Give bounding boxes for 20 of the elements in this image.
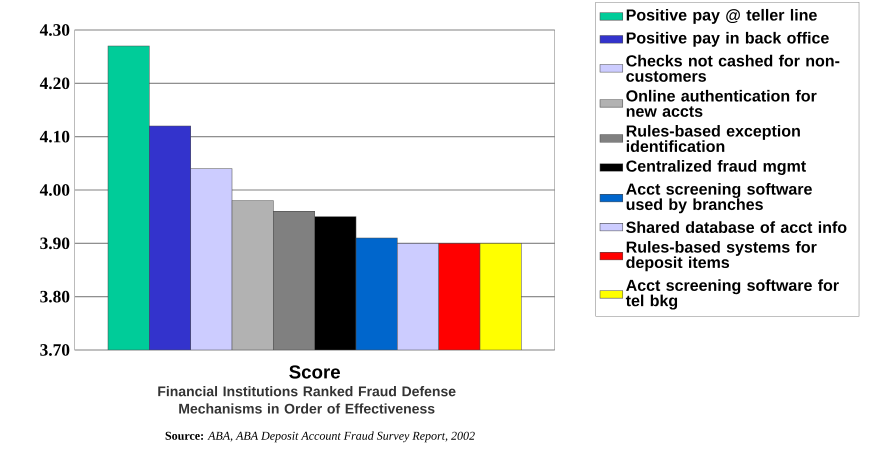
- legend-label: Positive pay in back office: [626, 32, 829, 47]
- y-tick-label: 3.80: [40, 290, 70, 303]
- legend-label: Acct screening software used by branches: [626, 183, 812, 214]
- y-tick-label: 4.00: [40, 184, 70, 196]
- y-tick-label: 4.10: [40, 130, 70, 143]
- y-tick-label: 3.90: [40, 237, 70, 250]
- legend-label: Rules-based exception identification: [626, 124, 800, 152]
- legend-label: Acct screening software for tel bkg: [626, 279, 839, 310]
- legend-label: Shared database of acct info: [626, 221, 846, 233]
- y-tick-label: 4.20: [40, 77, 70, 90]
- legend-label: Checks not cashed for non-customers: [626, 54, 840, 82]
- text: Financial Institutions Ranked Fraud Defense Mechanisms in Order of Effectiveness: [158, 386, 456, 414]
- y-tick-label: 3.70: [40, 344, 70, 356]
- y-tick-label: 4.30: [40, 24, 70, 36]
- text: Source: ABA, ABA Deposit Account Fraud Survey Report, 2002: [166, 431, 475, 442]
- legend-label: Rules-based systems for deposit items: [626, 241, 817, 272]
- x-tick-label: Score: [289, 365, 340, 379]
- legend-label: Positive pay @ teller line: [626, 8, 817, 24]
- legend-label: Centralized fraud mgmt: [626, 160, 806, 175]
- legend-label: Online authentication for new accts: [626, 90, 817, 117]
